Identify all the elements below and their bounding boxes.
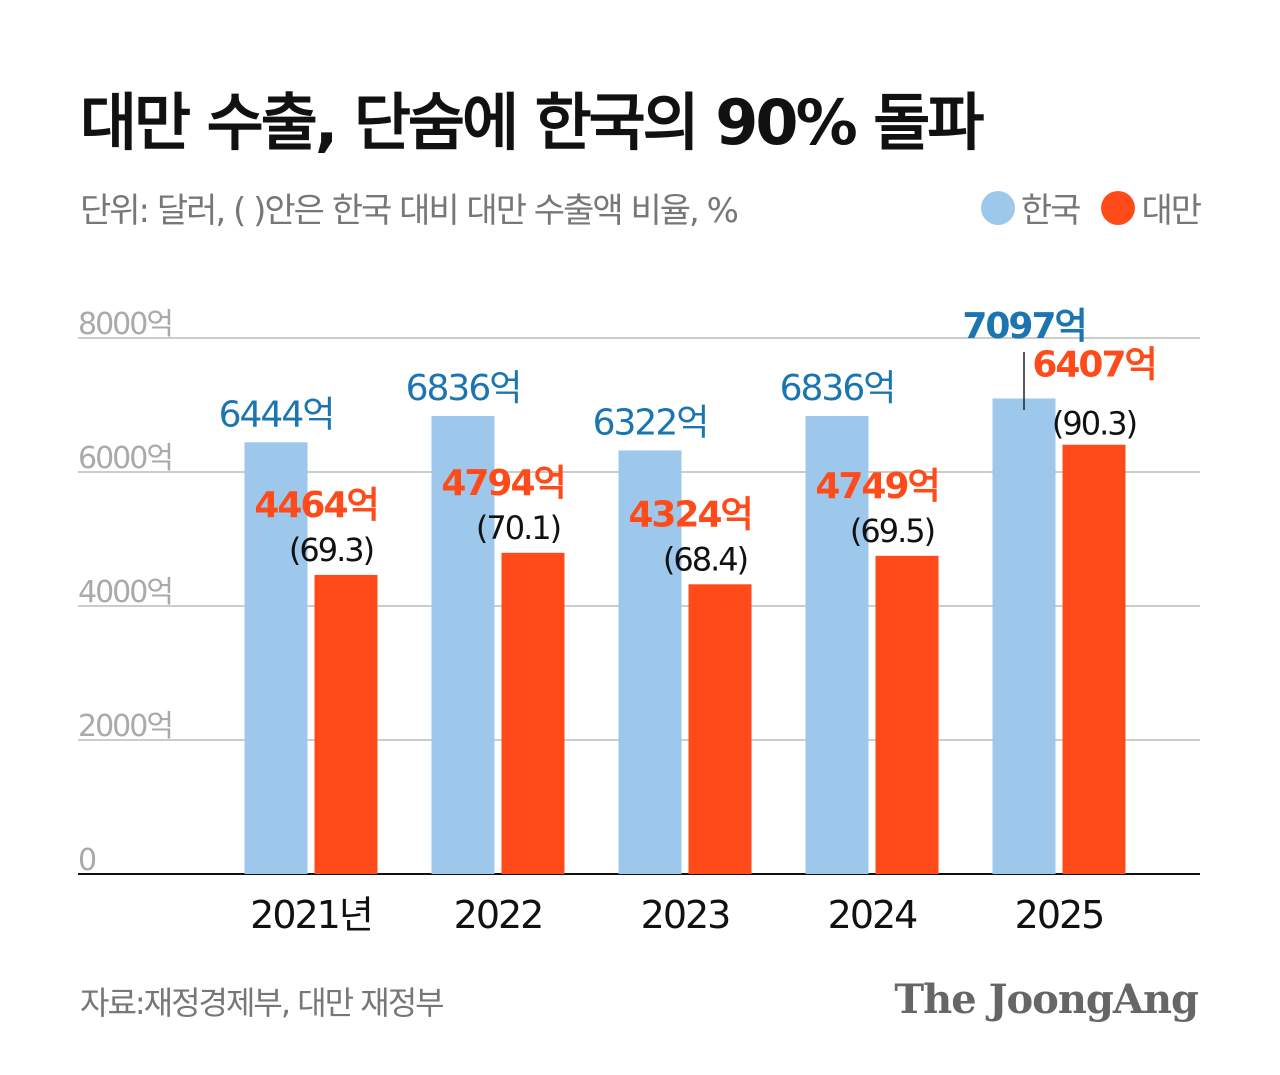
bar-taiwan	[688, 584, 752, 874]
x-tick-label: 2022	[454, 893, 543, 937]
x-tick-label: 2021년	[250, 893, 372, 937]
ratio-label: (70.1)	[476, 509, 560, 547]
bar-korea	[992, 398, 1056, 874]
data-label-taiwan: 4749억	[815, 466, 938, 507]
legend-label-korea: 한국	[1020, 191, 1082, 231]
legend-dot-korea	[980, 190, 1015, 225]
data-label-korea: 6836억	[780, 368, 895, 409]
data-label-taiwan: 4324억	[628, 494, 751, 535]
y-tick-label: 8000억	[78, 307, 172, 342]
data-label-korea: 6322억	[593, 402, 708, 443]
data-label-korea: 7097억	[962, 306, 1085, 347]
source-note: 자료:재정경제부, 대만 재정부	[80, 984, 445, 1022]
ratio-label: (69.3)	[289, 531, 373, 569]
chart-subtitle: 단위: 달러, ( )안은 한국 대비 대만 수출액 비율, %	[80, 191, 739, 231]
legend-item-taiwan: 대만	[1101, 183, 1202, 232]
legend-item-korea: 한국	[980, 183, 1082, 232]
data-label-korea: 6444억	[219, 394, 334, 435]
x-tick-label: 2023	[641, 893, 730, 937]
x-tick-label: 2025	[1015, 893, 1104, 937]
bar-korea	[618, 450, 682, 874]
y-tick-label: 2000억	[78, 709, 172, 744]
legend: 한국 대만	[980, 183, 1202, 232]
bar-korea	[431, 415, 495, 874]
y-tick-label: 4000억	[78, 575, 172, 610]
data-label-taiwan: 4794억	[441, 463, 564, 504]
y-tick-label: 0	[78, 843, 96, 878]
bar-taiwan	[1062, 444, 1126, 874]
x-tick-label: 2024	[828, 893, 918, 937]
data-label-taiwan: 4464억	[254, 485, 377, 526]
data-label-korea: 6836억	[406, 368, 521, 409]
publisher-logo: The JoongAng	[894, 976, 1199, 1023]
y-tick-label: 6000억	[78, 441, 172, 476]
chart-title: 대만 수출, 단숨에 한국의 90% 돌파	[80, 86, 984, 159]
bar-taiwan	[501, 552, 565, 874]
legend-label-taiwan: 대만	[1141, 191, 1202, 231]
bar-taiwan	[875, 555, 939, 874]
bar-taiwan	[314, 574, 378, 874]
data-label-taiwan: 6407억	[1032, 345, 1155, 386]
ratio-label: (69.5)	[850, 512, 934, 550]
legend-dot-taiwan	[1101, 190, 1136, 225]
ratio-label: (90.3)	[1052, 405, 1136, 443]
bar-korea	[244, 442, 308, 874]
bar-korea	[805, 415, 869, 874]
ratio-label: (68.4)	[663, 540, 747, 578]
